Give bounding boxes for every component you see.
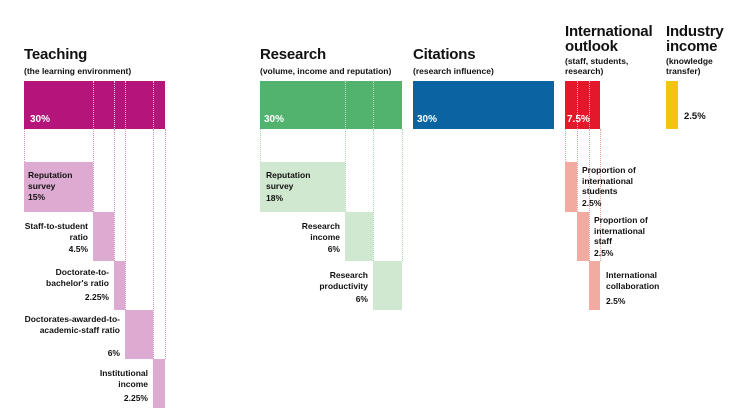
international-collaboration-label: International collaboration (606, 270, 660, 291)
research-productivity-bar (373, 261, 402, 310)
research-income-pct: 6% (327, 244, 340, 254)
industry-main-pct: 2.5% (684, 111, 706, 122)
teaching-doctorates-awarded-label: Doctorates-awarded-to-academic-staff rat… (24, 314, 120, 335)
research-income-bar (345, 212, 373, 261)
international-staff-bar (577, 212, 589, 261)
teaching-institutional-income-pct: 2.25% (123, 393, 148, 403)
international-students-label: Proportion of international students (582, 165, 636, 196)
teaching-staff-student-label: Staff-to-student ratio (24, 221, 88, 242)
connector-line (93, 129, 94, 212)
teaching-doctorates-awarded-bar (125, 310, 153, 359)
teaching-divider (153, 81, 154, 129)
connector-line (165, 129, 166, 359)
citations-subtitle: (research influence) (413, 66, 494, 76)
research-productivity-pct: 6% (355, 294, 368, 304)
connector-line (114, 129, 115, 261)
teaching-staff-student-bar (93, 212, 114, 261)
international-students-pct: 2.5% (582, 198, 602, 208)
international-main-pct: 7.5% (567, 114, 590, 125)
international-collaboration-bar (589, 261, 600, 310)
research-divider (373, 81, 374, 129)
connector-line (125, 129, 126, 310)
research-income-label: Research income (301, 221, 340, 242)
connector-line (577, 129, 578, 212)
international-staff-label: Proportion of international staff (594, 215, 648, 246)
teaching-divider (93, 81, 94, 129)
citations-title: Citations (413, 46, 476, 63)
connector-line (153, 129, 154, 359)
international-students-bar (565, 162, 577, 212)
connector-line (345, 129, 346, 212)
research-main-bar (260, 81, 402, 129)
international-staff-pct: 2.5% (594, 248, 614, 258)
research-divider (345, 81, 346, 129)
research-reputation-pct: 18% (266, 193, 284, 203)
citations-main-bar (413, 81, 554, 129)
teaching-doctorate-bachelor-bar (114, 261, 125, 310)
connector-line (402, 129, 403, 261)
teaching-divider (125, 81, 126, 129)
teaching-reputation-pct: 15% (28, 192, 46, 202)
connector-line (600, 129, 601, 261)
teaching-reputation-label: Reputation survey (28, 170, 73, 191)
research-title: Research (260, 46, 326, 63)
citations-main-pct: 30% (417, 114, 438, 125)
teaching-doctorate-bachelor-label: Doctorate-to-bachelor's ratio (46, 267, 109, 288)
teaching-doctorate-bachelor-pct: 2.25% (84, 292, 109, 302)
teaching-title: Teaching (24, 46, 88, 63)
research-subtitle: (volume, income and reputation) (260, 66, 392, 76)
teaching-main-pct: 30% (30, 114, 51, 125)
teaching-main-bar (24, 81, 165, 129)
international-divider (577, 81, 578, 129)
international-title: International outlook (565, 23, 653, 55)
connector-line (373, 129, 374, 261)
international-main-bar (565, 81, 600, 129)
research-reputation-label: Reputation survey (266, 170, 311, 191)
international-collaboration-pct: 2.5% (606, 296, 626, 306)
teaching-subtitle: (the learning environment) (24, 66, 132, 76)
research-productivity-label: Research productivity (319, 270, 368, 291)
research-reputation-bar (260, 162, 345, 212)
teaching-institutional-income-label: Institutional income (99, 368, 148, 389)
connector-line (24, 129, 25, 162)
teaching-staff-student-pct: 4.5% (68, 244, 88, 254)
connector-line (589, 129, 590, 261)
industry-title: Industry income (666, 23, 724, 55)
industry-main-bar (666, 81, 678, 129)
teaching-doctorates-awarded-pct: 6% (107, 348, 120, 358)
teaching-divider (114, 81, 115, 129)
teaching-reputation-bar (24, 162, 93, 212)
research-main-pct: 30% (264, 114, 285, 125)
teaching-institutional-income-bar (153, 359, 165, 408)
connector-line (260, 129, 261, 162)
international-divider (589, 81, 590, 129)
connector-line (565, 129, 566, 162)
industry-subtitle: (knowledge transfer) (666, 56, 713, 76)
international-subtitle: (staff, students, research) (565, 56, 629, 76)
